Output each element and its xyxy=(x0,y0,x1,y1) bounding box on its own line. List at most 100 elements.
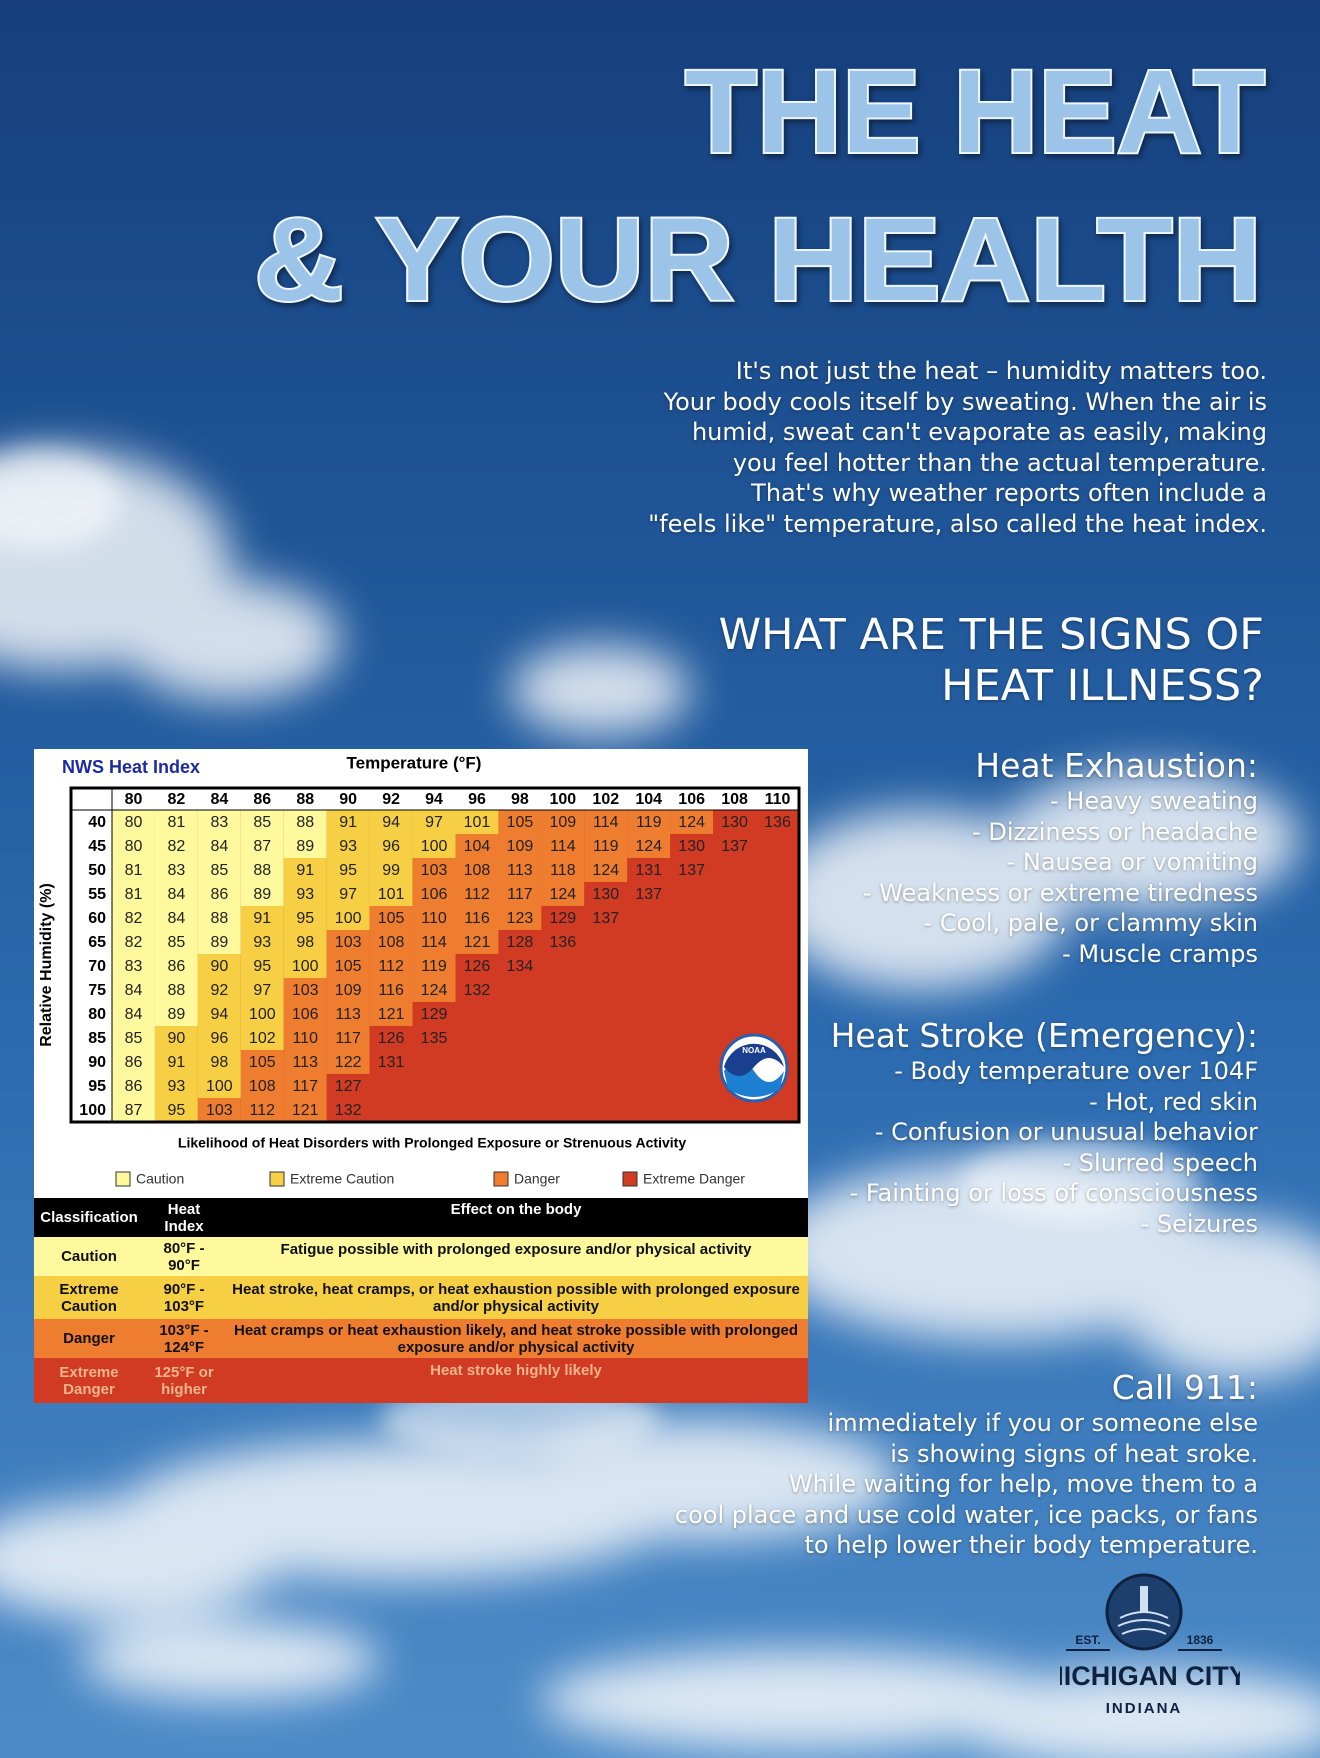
heat-cell-value: 124 xyxy=(421,982,448,999)
heat-cell xyxy=(498,858,542,882)
heat-cell xyxy=(455,906,499,930)
intro-line: "feels like" temperature, also called th… xyxy=(648,509,1267,538)
legend-swatch xyxy=(115,1171,131,1187)
heat-cell xyxy=(412,882,456,906)
heat-cell-value: 105 xyxy=(335,958,362,975)
heat-cell-value: 100 xyxy=(292,958,319,975)
row-header: 65 xyxy=(88,934,106,951)
heat-cell-value: 81 xyxy=(125,862,143,879)
heat-cell xyxy=(326,978,370,1002)
heat-cell xyxy=(112,882,155,906)
heat-cell xyxy=(627,810,671,834)
title-line: & YOUR HEALTH xyxy=(254,194,1262,320)
heat-cell xyxy=(412,954,456,978)
heat-cell xyxy=(326,834,370,858)
heat-cell-value: 127 xyxy=(335,1078,362,1095)
heat-cell xyxy=(326,1002,370,1026)
x-axis-label: Temperature (°F) xyxy=(347,753,482,772)
intro-line: It's not just the heat – humidity matter… xyxy=(735,357,1267,385)
heat-cell xyxy=(498,930,542,954)
heat-cell xyxy=(498,954,542,978)
heat-index-chart: NWS Heat Index Temperature (°F) Relative H… xyxy=(38,753,801,1187)
heat-cell xyxy=(326,882,370,906)
heat-cell xyxy=(154,978,198,1002)
heat-cell-value: 100 xyxy=(335,910,362,927)
heat-cell xyxy=(240,1074,284,1098)
heat-cell-value: 100 xyxy=(206,1078,233,1095)
heat-cell-value: 136 xyxy=(549,934,576,951)
legend-label: Extreme Caution xyxy=(290,1171,394,1187)
heat-cell xyxy=(283,1050,327,1074)
heat-cell xyxy=(197,1002,241,1026)
heat-cell-value: 124 xyxy=(678,814,705,831)
heat-cell xyxy=(112,954,155,978)
heat-cell-value: 82 xyxy=(125,934,143,951)
heat-cell-value: 103 xyxy=(335,934,362,951)
table-row: Extreme Danger 125°F or higher Heat stroke… xyxy=(34,1358,808,1403)
list-item: is showing signs of heat sroke. xyxy=(890,1439,1258,1468)
heat-cell xyxy=(455,930,499,954)
heat-cell-value: 86 xyxy=(168,958,186,975)
table-cell: 90°F - 103°F xyxy=(163,1280,205,1315)
table-cell: Heat cramps or heat exhaustion likely, a… xyxy=(233,1321,799,1356)
table-cell: Caution xyxy=(61,1248,117,1265)
subsection-title: Call 911: xyxy=(1111,1368,1258,1407)
heat-cell-value: 93 xyxy=(339,838,357,855)
heat-cell xyxy=(369,1050,413,1074)
heat-cell xyxy=(154,810,198,834)
list-item: - Hot, red skin xyxy=(1089,1087,1258,1116)
column-header: 94 xyxy=(425,791,443,808)
heat-cell-value: 108 xyxy=(378,934,405,951)
column-header: 90 xyxy=(339,791,357,808)
column-header: 82 xyxy=(168,791,186,808)
heat-cell xyxy=(197,1026,241,1050)
table-cell: Heat stroke, heat cramps, or heat exhaus… xyxy=(232,1280,800,1315)
heat-cell-value: 86 xyxy=(125,1078,143,1095)
heat-cell xyxy=(584,834,628,858)
table-cell: 125°F or higher xyxy=(154,1363,214,1398)
heat-cell xyxy=(283,858,327,882)
heat-cell xyxy=(412,906,456,930)
heat-cell-value: 106 xyxy=(292,1006,319,1023)
title-line: THE HEAT xyxy=(685,46,1265,178)
list-item: - Seizures xyxy=(1140,1209,1258,1238)
heat-cell-value: 119 xyxy=(593,838,619,855)
column-header: 88 xyxy=(296,791,314,808)
heat-cell-value: 95 xyxy=(253,958,271,975)
heat-cell xyxy=(627,858,671,882)
logo-state: INDIANA xyxy=(1106,1700,1183,1717)
logo-est: EST. xyxy=(1075,1633,1100,1647)
heat-cell-value: 81 xyxy=(125,886,143,903)
heat-cell xyxy=(240,834,284,858)
heat-cell xyxy=(240,930,284,954)
heat-cell xyxy=(112,1098,155,1122)
heat-cell xyxy=(154,906,198,930)
heat-cell-value: 135 xyxy=(421,1030,448,1047)
heat-cell-value: 82 xyxy=(168,838,186,855)
heat-cell xyxy=(541,810,585,834)
heat-cell-value: 89 xyxy=(168,1006,186,1023)
heat-cell-value: 93 xyxy=(296,886,314,903)
column-header: 108 xyxy=(721,791,748,808)
table-cell: Extreme Danger xyxy=(59,1363,119,1398)
heat-cell xyxy=(369,882,413,906)
heat-cell xyxy=(197,1074,241,1098)
heat-cell xyxy=(584,882,628,906)
heat-cell xyxy=(112,1002,155,1026)
heat-cell-value: 131 xyxy=(635,862,662,879)
column-header: 102 xyxy=(592,791,619,808)
heat-cell-value: 91 xyxy=(253,910,271,927)
heat-cell-value: 137 xyxy=(721,838,748,855)
heat-cell xyxy=(412,1026,456,1050)
heat-cell-value: 102 xyxy=(249,1030,276,1047)
heat-cell-value: 83 xyxy=(125,958,143,975)
heat-cell xyxy=(369,834,413,858)
heat-cell-value: 113 xyxy=(335,1006,361,1023)
column-header: 104 xyxy=(635,791,662,808)
heat-cell-value: 124 xyxy=(549,886,576,903)
heat-cell xyxy=(713,810,757,834)
heat-cell xyxy=(541,882,585,906)
heat-cell-value: 137 xyxy=(678,862,705,879)
